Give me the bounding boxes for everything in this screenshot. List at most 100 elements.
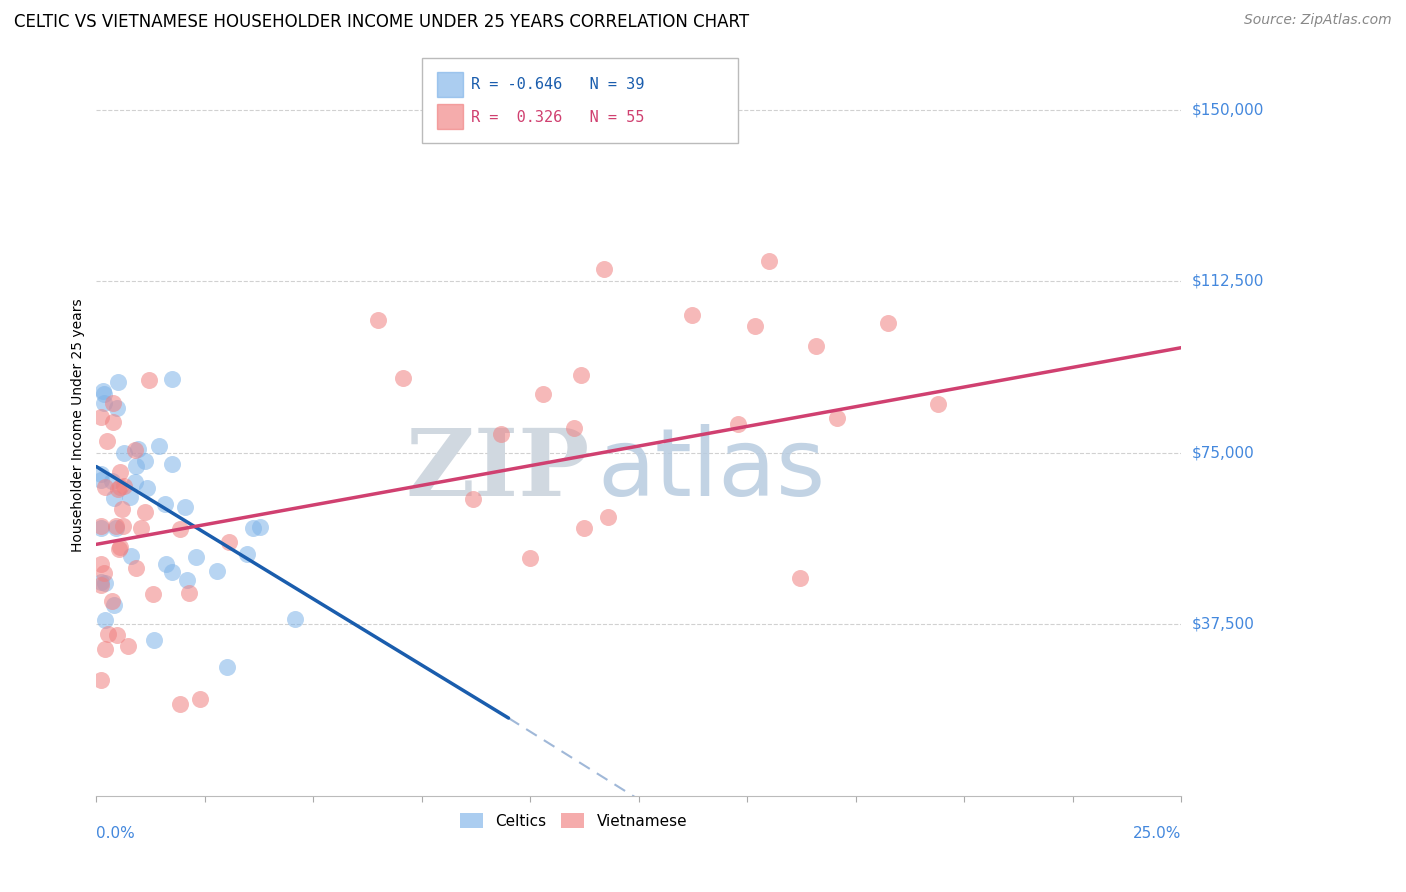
Point (101, 594, 124, 608)
Text: $150,000: $150,000 (1192, 103, 1264, 118)
Text: R =  0.326   N = 55: R = 0.326 N = 55 (471, 111, 644, 125)
Point (789, 571, 811, 585)
Point (101, 396, 124, 410)
Point (531, 387, 554, 401)
Point (218, 535, 240, 549)
Point (136, 481, 159, 495)
Point (94, 479, 117, 493)
Y-axis label: Householder Income Under 25 years: Householder Income Under 25 years (72, 299, 86, 552)
Point (205, 564, 228, 578)
Point (235, 547, 257, 561)
Point (90, 410, 112, 425)
Point (143, 633, 166, 648)
Point (107, 483, 129, 497)
Point (90, 518, 112, 533)
Point (127, 442, 149, 456)
Point (105, 401, 128, 416)
Point (105, 519, 128, 533)
Text: atlas: atlas (598, 424, 825, 516)
Point (927, 397, 949, 411)
Text: CELTIC VS VIETNAMESE HOUSEHOLDER INCOME UNDER 25 YEARS CORRELATION CHART: CELTIC VS VIETNAMESE HOUSEHOLDER INCOME … (14, 13, 749, 31)
Point (90, 574, 112, 589)
Text: ZIP: ZIP (405, 425, 591, 515)
Text: $37,500: $37,500 (1192, 617, 1256, 632)
Point (112, 479, 135, 493)
Point (120, 549, 142, 563)
Point (91, 384, 114, 398)
Point (155, 557, 177, 571)
Point (138, 373, 160, 387)
Point (90, 473, 112, 487)
Point (93, 566, 115, 581)
Point (727, 417, 749, 432)
Point (90, 521, 112, 535)
Point (758, 253, 780, 268)
Point (101, 474, 124, 488)
Point (90, 467, 112, 481)
Point (169, 698, 191, 712)
Point (184, 550, 207, 565)
Point (93, 386, 115, 401)
Point (118, 490, 141, 504)
Point (148, 439, 170, 453)
Point (179, 586, 201, 600)
Point (681, 308, 703, 322)
Point (97, 627, 120, 641)
Point (112, 519, 135, 533)
Point (284, 612, 307, 626)
Point (142, 587, 165, 601)
Point (104, 520, 127, 534)
Point (134, 453, 156, 467)
Point (125, 561, 148, 575)
Point (744, 319, 766, 334)
Point (519, 550, 541, 565)
Point (90, 578, 112, 592)
Point (107, 376, 129, 390)
Point (108, 541, 131, 556)
Point (108, 480, 131, 494)
Point (90, 673, 112, 688)
Point (112, 446, 135, 460)
Text: 25.0%: 25.0% (1133, 826, 1181, 841)
Text: $112,500: $112,500 (1192, 274, 1264, 289)
Point (598, 509, 620, 524)
Point (190, 691, 212, 706)
Point (571, 368, 593, 382)
Legend: Celtics, Vietnamese: Celtics, Vietnamese (453, 805, 695, 837)
Point (101, 416, 124, 430)
Point (117, 639, 139, 653)
Point (463, 491, 485, 506)
Point (162, 372, 184, 386)
Point (162, 565, 184, 579)
Point (153, 498, 176, 512)
Point (160, 458, 183, 472)
Point (249, 519, 271, 533)
Point (129, 521, 152, 535)
Point (134, 505, 156, 519)
Point (105, 627, 128, 641)
Point (215, 660, 238, 674)
Point (825, 410, 848, 425)
Point (103, 491, 125, 506)
Point (94, 613, 117, 627)
Point (93, 642, 115, 657)
Text: Source: ZipAtlas.com: Source: ZipAtlas.com (1244, 13, 1392, 28)
Text: 0.0%: 0.0% (97, 826, 135, 841)
Point (173, 500, 195, 514)
Point (806, 339, 828, 353)
Point (110, 540, 132, 554)
Point (93, 396, 115, 410)
Point (491, 426, 513, 441)
Point (593, 261, 616, 276)
Point (169, 522, 191, 536)
Point (110, 466, 132, 480)
Point (125, 458, 148, 473)
Text: R = -0.646   N = 39: R = -0.646 N = 39 (471, 78, 644, 92)
Point (392, 371, 415, 385)
Point (124, 442, 146, 457)
Point (176, 573, 198, 587)
Point (367, 313, 389, 327)
Point (111, 502, 134, 516)
Point (877, 317, 900, 331)
Point (103, 599, 125, 613)
